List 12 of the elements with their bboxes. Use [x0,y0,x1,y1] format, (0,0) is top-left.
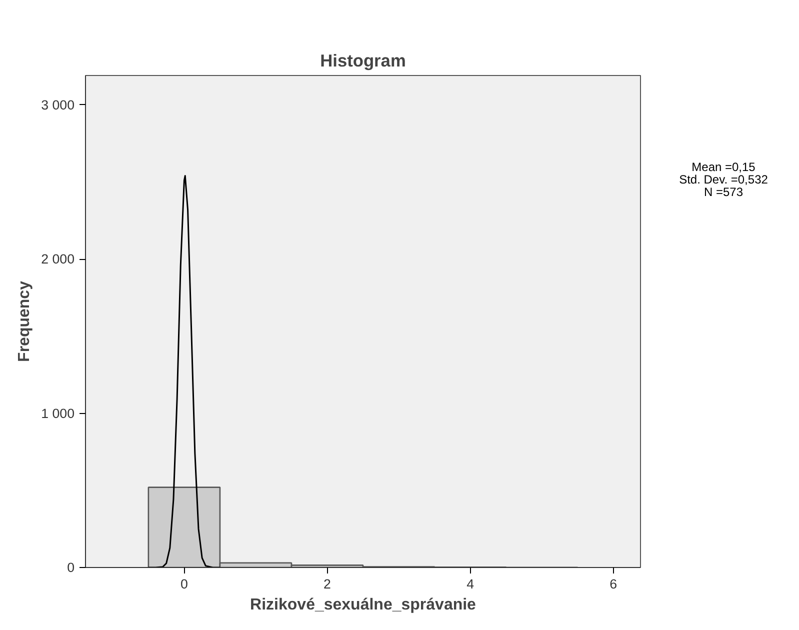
y-tick-label: 2 000 [41,252,75,267]
x-tick-label: 4 [466,576,475,592]
text: Mean =0,15 Std. Dev. =0,532 N =573 [679,160,768,199]
x-axis-title: Rizikové_sexuálne_správanie [250,596,476,614]
chart-title: Histogram [320,50,406,70]
y-axis-title: Frequency [16,280,34,362]
y-tick-label: 3 000 [41,97,75,112]
x-tick-label: 6 [610,576,618,592]
x-tick-label: 2 [324,576,331,592]
x-tick-label: 0 [180,576,188,592]
y-tick-label: 0 [67,560,75,575]
y-tick-label: 1 000 [41,406,75,421]
